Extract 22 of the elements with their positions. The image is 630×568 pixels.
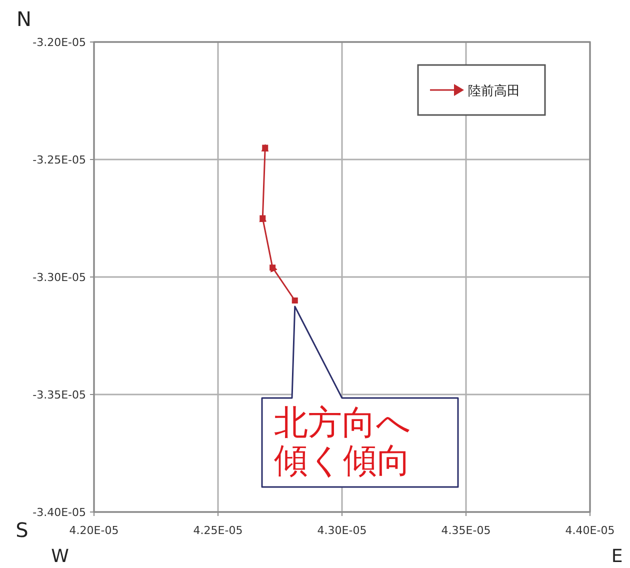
text: E — [611, 546, 623, 567]
annotation: 北方向へ傾く傾向 — [274, 403, 411, 481]
x-tick-label: 4.25E-05 — [193, 524, 243, 537]
point — [270, 264, 276, 271]
text: N — [16, 7, 32, 31]
point — [262, 144, 268, 151]
callout: 北方向へ傾く傾向 — [261, 306, 459, 488]
legend-label: 陸前高田 — [468, 83, 520, 99]
point — [292, 298, 298, 304]
x-tick-label: 4.40E-05 — [565, 524, 615, 537]
text: S — [16, 518, 28, 542]
x-tick-label: 4.30E-05 — [317, 524, 367, 537]
legend: 陸前高田 — [417, 64, 546, 116]
y-tick-label: -3.20E-05 — [32, 36, 86, 49]
x-tick-label: 4.35E-05 — [441, 524, 491, 537]
x-tick-label: 4.20E-05 — [69, 524, 119, 537]
text: W — [51, 546, 70, 567]
y-tick-label: -3.25E-05 — [32, 154, 86, 166]
y-tick-label: -3.40E-05 — [32, 506, 86, 519]
y-tick-label: -3.30E-05 — [32, 271, 86, 284]
y-tick-label: -3.35E-05 — [32, 388, 86, 402]
point — [260, 215, 266, 222]
